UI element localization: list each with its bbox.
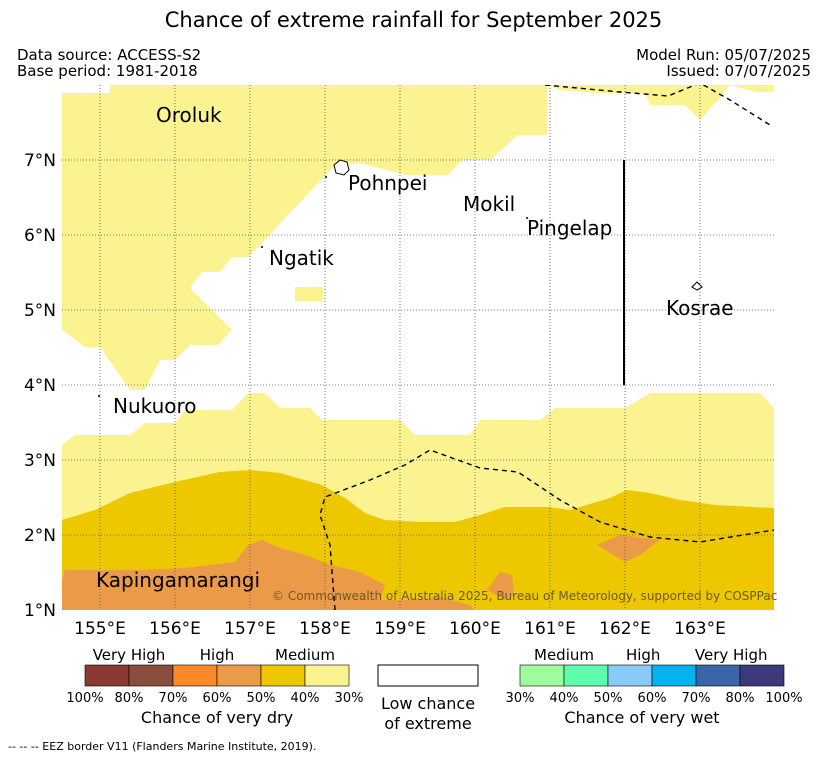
- lon-tick-label: 159°E: [374, 619, 426, 639]
- dry-patch-high-mid: [487, 572, 514, 600]
- legend-group-label: Very High: [695, 646, 768, 664]
- dry-region-northeast: [547, 85, 774, 120]
- wet-legend-caption: Chance of very wet: [564, 708, 720, 727]
- lon-tick-label: 163°E: [674, 619, 726, 639]
- lat-tick-label: 2°N: [24, 526, 56, 546]
- copyright-text: © Commonwealth of Australia 2025, Bureau…: [272, 589, 777, 603]
- pohnpei-island: [333, 159, 350, 176]
- legend-tick-label: 100%: [66, 691, 103, 706]
- legend-swatch: [519, 664, 565, 687]
- legend-tick-label: 70%: [682, 691, 711, 706]
- legend-tick-label: 80%: [115, 691, 144, 706]
- legend-swatch: [216, 664, 262, 687]
- legend-swatch: [607, 664, 653, 687]
- latitude-ticks: 7°N 6°N 5°N 4°N 3°N 2°N 1°N: [24, 151, 56, 621]
- map-area: [62, 85, 774, 610]
- map-title: Chance of extreme rainfall for September…: [164, 8, 663, 32]
- lon-tick-label: 156°E: [149, 619, 201, 639]
- base-period: Base period: 1981-2018: [17, 62, 198, 80]
- legend-tick-label: 60%: [203, 691, 232, 706]
- legend-tick-label: 50%: [247, 691, 276, 706]
- dry-patch-high-east: [597, 535, 660, 562]
- lat-tick-label: 4°N: [24, 376, 56, 396]
- legend-swatch: [84, 664, 130, 687]
- low-chance-label-2: of extreme: [384, 714, 472, 733]
- label-oroluk: Oroluk: [156, 103, 222, 127]
- legend-group-label: High: [200, 646, 234, 664]
- dry-region-north: [62, 85, 547, 390]
- kosrae-island: [691, 281, 703, 291]
- eez-border: [319, 85, 774, 610]
- legend-tick-label: 30%: [335, 691, 364, 706]
- legend-tick-label: 40%: [291, 691, 320, 706]
- low-chance-label-1: Low chance: [380, 694, 476, 713]
- legend-tick-label: 80%: [726, 691, 755, 706]
- lat-tick-label: 5°N: [24, 301, 56, 321]
- dry-region-south-high: [62, 540, 474, 610]
- ngatik-dot: [261, 246, 263, 248]
- legend-swatch: [695, 664, 741, 687]
- legend-swatch: [172, 664, 218, 687]
- dry-legend: 100% 80% 70% 60% 50% 40% 30% Very High High Mediu…: [66, 646, 363, 706]
- eez-footnote: -- -- -- EEZ border V11 (Flanders Marine…: [8, 740, 317, 753]
- label-mokil: Mokil: [463, 192, 515, 216]
- lat-tick-label: 6°N: [24, 226, 56, 246]
- issued-date: Issued: 07/07/2025: [666, 62, 811, 80]
- label-ngatik: Ngatik: [269, 246, 334, 270]
- dry-patch-small: [295, 287, 323, 301]
- lon-tick-label: 160°E: [449, 619, 501, 639]
- legend-tick-label: 70%: [159, 691, 188, 706]
- nukuoro-dot: [98, 395, 100, 397]
- legend-group-label: Medium: [534, 646, 594, 664]
- label-kosrae: Kosrae: [666, 296, 734, 320]
- legend-group-label: High: [626, 646, 660, 664]
- low-chance-swatch: [377, 664, 479, 687]
- model-run: Model Run: 05/07/2025: [636, 46, 811, 64]
- lon-tick-label: 155°E: [74, 619, 126, 639]
- pohnpei-dot: [325, 176, 327, 178]
- dry-legend-caption: Chance of very dry: [140, 708, 294, 727]
- lon-tick-label: 158°E: [299, 619, 351, 639]
- wet-legend: 30% 40% 50% 60% 70% 80% 100% Medium High Very Hig…: [506, 646, 803, 706]
- pingelap-dot: [526, 217, 528, 219]
- lat-tick-label: 3°N: [24, 451, 56, 471]
- legend-group-label: Very High: [93, 646, 166, 664]
- legend-tick-label: 100%: [765, 691, 802, 706]
- legend-swatch: [651, 664, 697, 687]
- label-nukuoro: Nukuoro: [113, 394, 197, 418]
- lon-tick-label: 157°E: [224, 619, 276, 639]
- label-pingelap: Pingelap: [527, 216, 612, 240]
- legend-swatch: [260, 664, 306, 687]
- legend-group-label: Medium: [275, 646, 335, 664]
- legend-swatch: [128, 664, 174, 687]
- lat-tick-label: 7°N: [24, 151, 56, 171]
- legend-tick-label: 50%: [594, 691, 623, 706]
- legend-tick-label: 60%: [638, 691, 667, 706]
- legend-tick-label: 30%: [506, 691, 535, 706]
- label-kapingamarangi: Kapingamarangi: [96, 568, 260, 592]
- longitude-ticks: 155°E 156°E 157°E 158°E 159°E 160°E 161°E 162°E…: [74, 619, 726, 639]
- lat-tick-label: 1°N: [24, 601, 56, 621]
- lon-tick-label: 161°E: [524, 619, 576, 639]
- lon-tick-label: 162°E: [599, 619, 651, 639]
- legend-swatch: [739, 664, 785, 687]
- data-source: Data source: ACCESS-S2: [17, 46, 202, 64]
- label-pohnpei: Pohnpei: [348, 171, 428, 195]
- legend-swatch: [563, 664, 609, 687]
- legend-swatch: [304, 664, 350, 687]
- legend-tick-label: 40%: [550, 691, 579, 706]
